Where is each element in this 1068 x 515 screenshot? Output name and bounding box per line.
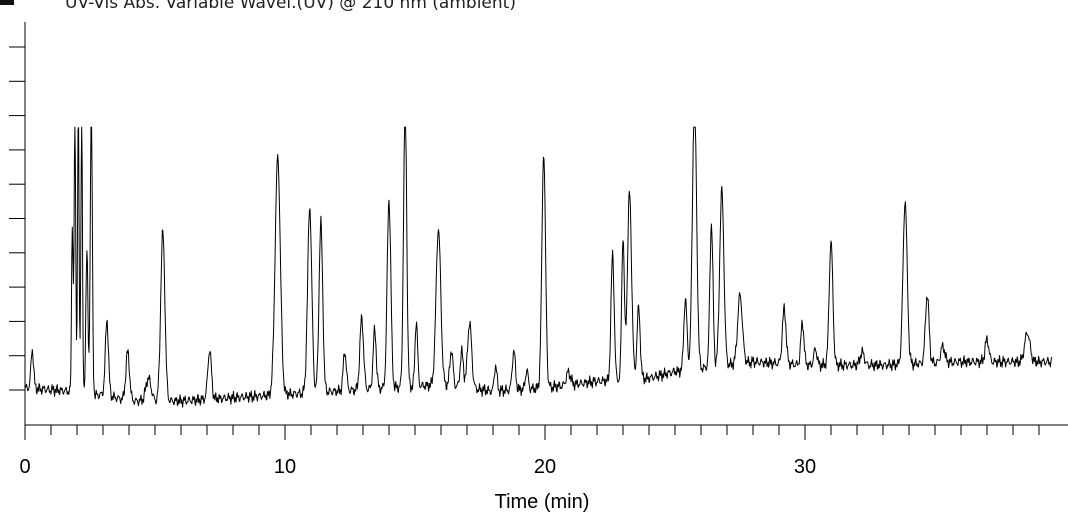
x-tick-label: 10 — [274, 456, 296, 478]
x-axis-label: Time (min) — [495, 491, 590, 513]
x-tick-label: 20 — [534, 456, 556, 478]
chromatogram-trace — [24, 126, 1052, 408]
chart-title: UV-Vis Abs. Variable Wavel.(UV) @ 210 nm… — [65, 0, 516, 13]
x-axis: 0 10 20 30 — [19, 424, 1068, 478]
plot-area — [24, 126, 1052, 408]
y-axis — [9, 22, 26, 425]
x-tick-label: 0 — [19, 456, 30, 478]
x-tick-label: 30 — [794, 456, 816, 478]
detector-icon — [0, 0, 14, 5]
